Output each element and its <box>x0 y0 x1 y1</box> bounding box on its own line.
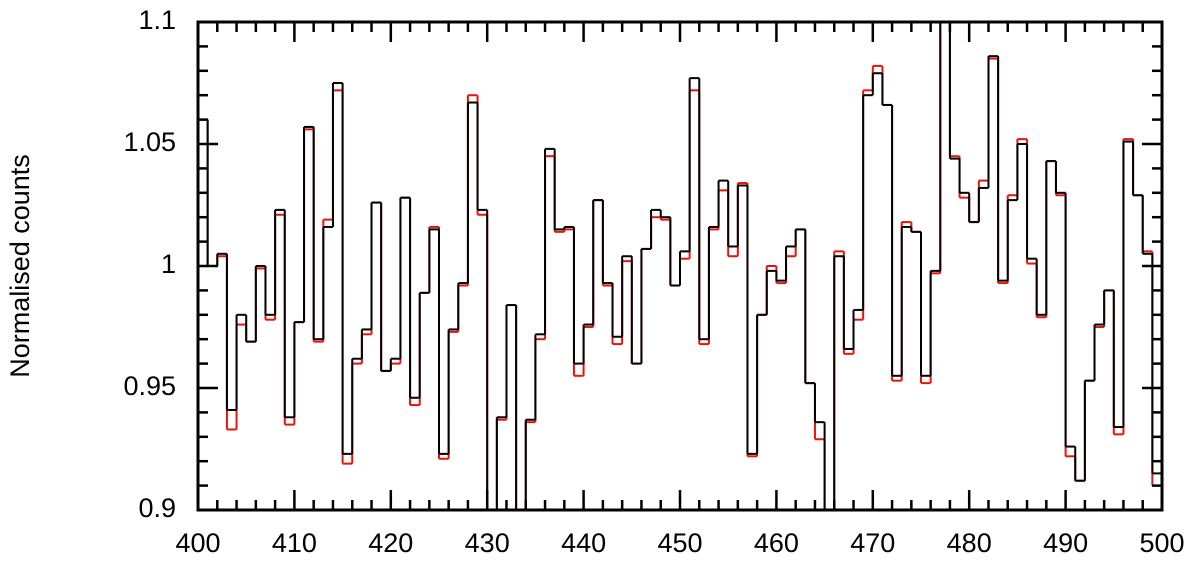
y-tick-label: 1.05 <box>123 127 176 157</box>
y-tick-label: 0.9 <box>138 493 176 523</box>
x-tick-label: 460 <box>754 528 799 558</box>
x-tick-label: 470 <box>850 528 895 558</box>
x-tick-label: 400 <box>175 528 220 558</box>
x-tick-label: 490 <box>1043 528 1088 558</box>
x-tick-label: 450 <box>657 528 702 558</box>
plot-area <box>198 22 1162 510</box>
x-tick-label: 500 <box>1139 528 1184 558</box>
y-tick-label: 1 <box>161 249 176 279</box>
x-tick-label: 440 <box>561 528 606 558</box>
x-tick-label: 420 <box>368 528 413 558</box>
x-tick-label: 410 <box>272 528 317 558</box>
y-tick-label: 0.95 <box>123 371 176 401</box>
y-axis-label: Normalised counts <box>5 154 35 378</box>
x-tick-label: 480 <box>947 528 992 558</box>
x-tick-label: 430 <box>465 528 510 558</box>
y-tick-label: 1.1 <box>138 5 176 35</box>
